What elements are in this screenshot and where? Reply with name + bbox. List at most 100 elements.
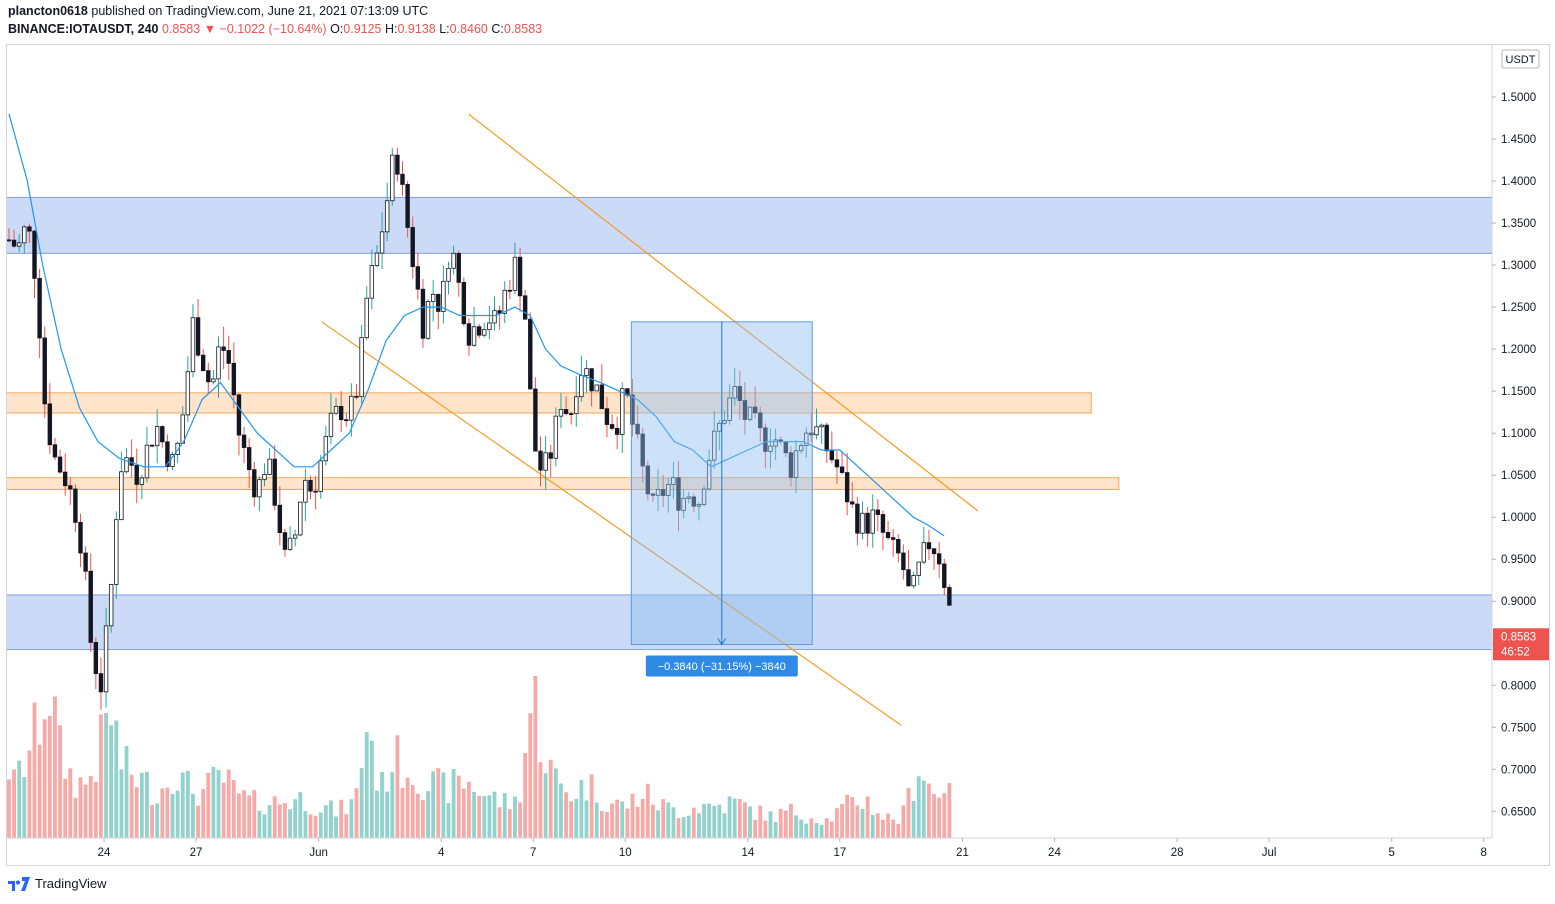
volume-bar [599,811,604,838]
candle-body [528,318,533,390]
tradingview-brand[interactable]: TradingView [35,876,107,891]
candle-body [246,447,252,471]
volume-bar [584,800,589,838]
volume-bar [124,745,129,838]
volume-bar [405,777,410,838]
volume-bar [436,768,441,838]
candle-body [681,497,686,511]
candle-body [773,439,778,447]
chart-border [6,44,1550,866]
volume-bar [840,804,844,838]
price-chart[interactable]: −0.3840 (−31.15%) −3840 1.5000 1.4500 1.40… [5,44,1550,866]
time-tick-label: 4 [438,847,445,859]
volume-bar [559,783,563,838]
volume-bar [298,792,303,838]
volume-bar [533,675,538,838]
volume-bar [635,806,640,838]
volume-bar [451,769,456,838]
volume-bar [610,803,614,838]
candle-body [252,469,257,498]
volume-bar [507,809,512,838]
volume-bar [375,790,379,838]
candle-body [471,326,477,346]
symbol-label[interactable]: BINANCE:IOTAUSDT, 240 [8,22,159,36]
candle-body [195,317,201,356]
volume-bar [313,815,318,838]
orange-zone-1[interactable] [5,392,1092,414]
volume-bar [37,744,42,838]
candle-body [885,531,891,539]
volume-bar [119,769,124,838]
candle-body [37,277,42,339]
candle-body [686,496,691,499]
candle-body [185,371,191,416]
measure-layer[interactable]: −0.3840 (−31.15%) −3840 [630,321,813,677]
candle-body [706,459,712,490]
volume-bar [32,702,37,838]
time-tick-label: 21 [956,847,969,859]
volume-bar [421,800,425,838]
candle-body [645,465,651,495]
moving-average-line[interactable] [8,113,945,537]
price-tick-label: 1.0000 [1501,512,1536,524]
volume-bar [114,720,119,838]
candle-body [804,432,809,446]
price-tick-label: 1.1500 [1501,386,1536,398]
time-tick-label: 24 [1048,847,1061,859]
candle-body [139,477,145,485]
candle-body [599,384,605,410]
volume-bar [231,780,236,838]
candle-body [574,396,579,415]
chart-frame[interactable]: −0.3840 (−31.15%) −3840 1.5000 1.4500 1.40… [5,44,1550,866]
blue-zone-0[interactable] [5,196,1493,254]
ohlc-legend: BINANCE:IOTAUSDT, 240 0.8583 ▼ −0.1022 (… [8,22,542,36]
price-tick-label: 1.2500 [1501,302,1536,314]
countdown-label: 46:52 [1501,646,1530,658]
volume-bar [932,794,936,838]
volume-bar [538,762,543,838]
time-tick-label: 27 [190,847,203,859]
volume-bar [799,819,804,838]
volume-bar [42,719,47,838]
candle-body [349,395,354,421]
candle-body [298,501,303,536]
candle-body [206,370,211,383]
volume-bar [267,805,272,838]
candle-body [870,509,875,534]
candle-body [420,288,426,339]
volume-bar [155,803,160,838]
ma-layer [8,113,945,537]
volume-bar [53,696,57,838]
candle-body [62,471,68,487]
volume-bar [814,823,819,838]
time-tick-label: Jun [309,847,328,859]
channel-line-upper[interactable] [468,113,979,512]
candle-body [277,504,283,534]
volume-bar [778,808,783,838]
candle-body [11,239,17,247]
candle-body [98,673,104,693]
volume-bar [318,812,323,838]
current-price-tag[interactable] [1493,628,1549,661]
currency-badge[interactable] [1501,49,1540,69]
volume-bar [27,750,32,838]
candle-body [522,295,528,320]
author-name[interactable]: plancton0618 [8,4,88,18]
volume-bar [237,793,241,838]
volume-bar [947,783,952,838]
channel-line-lower[interactable] [321,321,902,726]
volume-bar [441,772,446,838]
candle-body [313,490,318,493]
volume-bar [875,813,880,838]
candle-body [390,154,395,202]
orange-zone-2[interactable] [5,477,1120,490]
candle-body [875,509,881,515]
volume-bar [467,781,471,838]
candle-body [931,548,937,555]
candle-body [763,427,768,452]
candle-body [405,184,410,228]
candle-body [216,346,221,380]
candle-body [114,519,119,585]
measure-label-box[interactable] [645,655,798,677]
candle-body [374,252,380,266]
